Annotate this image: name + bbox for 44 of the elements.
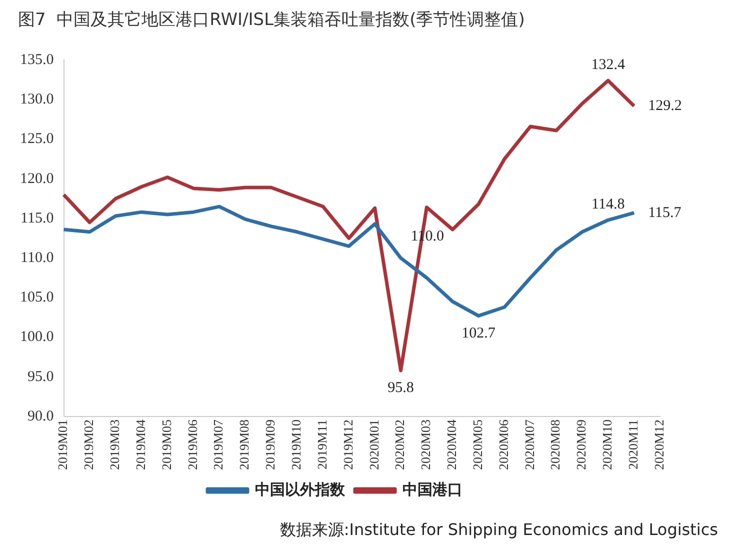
x-tick-label: 2020M01 xyxy=(366,419,382,470)
x-tick-label: 2020M12 xyxy=(651,419,666,470)
x-tick-label: 2020M10 xyxy=(600,419,615,470)
x-tick-label: 2019M02 xyxy=(81,419,96,470)
x-tick-label: 2020M05 xyxy=(470,419,485,470)
y-tick-label: 100.0 xyxy=(20,329,54,346)
source-note: 数据来源:Institute for Shipping Economics and Logistics xyxy=(280,520,718,541)
data-label: 102.7 xyxy=(462,325,496,342)
y-tick-label: 115.0 xyxy=(20,210,54,226)
x-tick-label: 2019M06 xyxy=(184,418,200,470)
data-label: 114.8 xyxy=(592,196,625,212)
y-tick-label: 105.0 xyxy=(20,290,54,306)
x-tick-label: 2019M12 xyxy=(340,419,356,470)
x-tick-label: 2019M04 xyxy=(132,418,148,470)
y-tick-label: 90.0 xyxy=(28,408,54,424)
x-tick-label: 2019M01 xyxy=(55,419,70,470)
data-label: 115.7 xyxy=(648,204,682,221)
legend-label: 中国港口 xyxy=(402,482,462,499)
x-tick-label: 2020M06 xyxy=(496,418,511,470)
y-tick-label: 120.0 xyxy=(20,170,54,187)
x-tick-label: 2020M07 xyxy=(522,418,537,470)
x-tick-label: 2020M11 xyxy=(626,419,640,470)
y-tick-label: 110.0 xyxy=(20,250,54,266)
data-label: 129.2 xyxy=(648,98,682,114)
x-tick-label: 2020M04 xyxy=(444,418,460,470)
y-tick-label: 125.0 xyxy=(20,131,54,148)
y-tick-label: 95.0 xyxy=(28,368,54,385)
x-tick-label: 2019M11 xyxy=(314,419,330,470)
x-tick-label: 2019M07 xyxy=(210,418,226,470)
x-tick-label: 2019M09 xyxy=(262,419,278,470)
x-tick-label: 2020M08 xyxy=(548,419,563,470)
x-tick-label: 2019M03 xyxy=(107,419,122,470)
y-tick-label: 135.0 xyxy=(20,52,54,68)
data-label: 132.4 xyxy=(591,57,626,74)
x-tick-label: 2019M05 xyxy=(158,419,174,470)
x-tick-label: 2019M10 xyxy=(288,419,304,470)
x-tick-label: 2020M02 xyxy=(392,419,408,470)
data-label: 95.8 xyxy=(388,380,414,396)
x-tick-label: 2019M08 xyxy=(236,419,252,470)
legend-label: 中国以外指数 xyxy=(255,482,346,499)
x-tick-label: 2020M03 xyxy=(418,419,434,470)
chart-title: 图7 中国及其它地区港口RWI/ISL集装箱吞吐量指数(季节性调整值) xyxy=(18,9,525,31)
x-tick-label: 2020M09 xyxy=(574,419,589,470)
y-tick-label: 130.0 xyxy=(20,92,54,108)
